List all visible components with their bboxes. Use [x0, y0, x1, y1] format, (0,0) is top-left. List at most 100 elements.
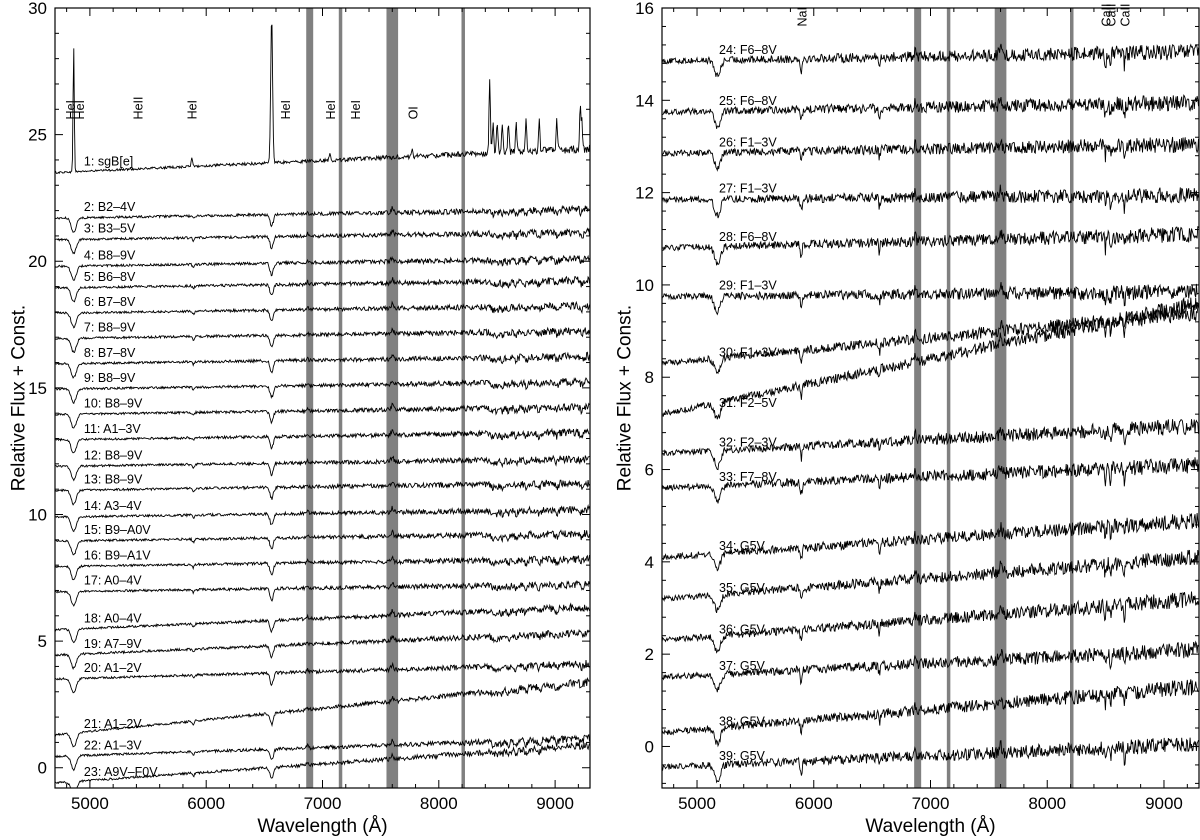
spectrum-label: 22: A1–3V — [84, 738, 142, 752]
spectrum-label: 19: A7–9V — [84, 637, 142, 651]
spectrum-label: 9: B8–9V — [84, 371, 136, 385]
y-tick-label: 5 — [38, 632, 47, 651]
spectrum-line — [55, 660, 590, 694]
telluric-band — [1070, 8, 1074, 788]
spectrum-line — [55, 427, 590, 454]
spectrum-label: 21: A1–2V — [84, 717, 142, 731]
spectrum-label: 25: F6–8V — [719, 94, 777, 108]
y-tick-label: 0 — [645, 737, 654, 756]
spectrum-label: 8: B7–8V — [84, 346, 136, 360]
y-tick-label: 15 — [28, 379, 47, 398]
spectrum-line — [55, 504, 590, 533]
spectrum-line — [662, 94, 1199, 129]
telluric-band — [338, 8, 343, 788]
x-tick-label: 9000 — [536, 794, 574, 813]
spectrum-line — [662, 136, 1199, 172]
line-id-label: CaII — [1105, 4, 1119, 27]
line-id-label: NaI — [795, 7, 809, 26]
x-tick-label: 6000 — [795, 794, 833, 813]
x-axis-title: Wavelength (Å) — [865, 816, 995, 837]
line-id-label: HeII — [132, 96, 146, 119]
spectrum-label: 4: B8–9V — [84, 248, 136, 262]
spectrum-label: 39: G5V — [719, 749, 766, 763]
spectrum-label: 24: F6–8V — [719, 43, 777, 57]
spectrum-line — [55, 733, 590, 772]
spectrum-line — [662, 549, 1199, 614]
spectrum-line — [662, 512, 1199, 572]
spectrum-label: 12: B8–9V — [84, 448, 143, 462]
spectrum-label: 37: G5V — [719, 659, 766, 673]
line-id-label: CaII — [1099, 4, 1113, 27]
line-id-label: HeI — [186, 100, 200, 119]
telluric-band — [461, 8, 465, 788]
spectrum-label: 5: B6–8V — [84, 270, 136, 284]
spectrum-line — [55, 204, 590, 233]
spectrum-line — [662, 305, 1199, 375]
spectrum-label: 10: B8–9V — [84, 396, 143, 410]
x-tick-label: 5000 — [71, 794, 109, 813]
spectrum-label: 3: B3–5V — [84, 222, 136, 236]
spectrum-line — [55, 254, 590, 281]
spectrum-label: 13: B8–9V — [84, 472, 143, 486]
y-tick-label: 25 — [28, 126, 47, 145]
spectrum-label: 7: B8–9V — [84, 320, 136, 334]
line-id-label: OI — [406, 106, 420, 119]
telluric-band — [946, 8, 951, 788]
spectrum-line — [662, 737, 1199, 784]
spectrum-label: 6: B7–8V — [84, 295, 136, 309]
left-spectra-panel: 1: sgB[e] 2: B2–4V 3: B3–5V 4: B8–9V 5: B6–8… — [9, 0, 591, 837]
spectrum-line — [55, 351, 590, 379]
y-axis-title: Relative Flux + Const. — [9, 305, 30, 491]
spectrum-label: 31: F2–5V — [719, 396, 777, 410]
x-tick-label: 7000 — [912, 794, 950, 813]
spectrum-line — [55, 24, 590, 175]
spectrum-label: 30: F1–3V — [719, 345, 777, 359]
spectrum-label: 36: G5V — [719, 622, 766, 636]
x-axis-title: Wavelength (Å) — [257, 816, 387, 837]
spectrum-label: 23: A9V–F0V — [84, 765, 158, 779]
telluric-band — [914, 8, 922, 788]
spectrum-line — [55, 275, 590, 303]
x-tick-label: 9000 — [1145, 794, 1183, 813]
y-tick-label: 0 — [38, 759, 47, 778]
line-id-label: HeI — [279, 100, 293, 119]
y-tick-label: 16 — [635, 0, 654, 18]
spectrum-line — [662, 281, 1199, 316]
x-tick-label: 6000 — [187, 794, 225, 813]
spectrum-line — [662, 184, 1199, 219]
spectrum-line — [55, 454, 590, 482]
spectrum-line — [662, 226, 1199, 266]
y-tick-label: 2 — [645, 645, 654, 664]
spectrum-label: 16: B9–A1V — [84, 548, 151, 562]
spectrum-line — [55, 628, 590, 670]
spectrum-line — [662, 457, 1199, 504]
y-tick-label: 10 — [635, 276, 654, 295]
right-spectra-panel: 24: F6–8V 25: F6–8V 26: F1–3V 27: F1–3V 28: … — [615, 0, 1200, 837]
telluric-band — [994, 8, 1007, 788]
y-tick-label: 20 — [28, 252, 47, 271]
spectrum-line — [55, 602, 590, 644]
line-id-label: HeI — [324, 100, 338, 119]
spectrum-label: 18: A0–4V — [84, 612, 142, 626]
spectrum-label: 28: F6–8V — [719, 230, 777, 244]
spectrum-line — [55, 402, 590, 429]
spectrum-label: 11: A1–3V — [84, 422, 141, 436]
spectrum-label: 26: F1–3V — [719, 135, 777, 149]
spectrum-label: 17: A0–4V — [84, 574, 142, 588]
spectrum-line — [662, 591, 1199, 654]
x-tick-label: 8000 — [1028, 794, 1066, 813]
spectrum-line — [55, 326, 590, 354]
spectrum-line — [55, 676, 590, 748]
x-tick-label: 8000 — [420, 794, 458, 813]
x-tick-label: 7000 — [304, 794, 342, 813]
spectrum-line — [662, 640, 1199, 693]
spectra-layer — [55, 24, 590, 788]
spectrum-line — [55, 580, 590, 607]
spectrum-label: 27: F1–3V — [719, 182, 777, 196]
spectrum-label: 32: F2–3V — [719, 435, 777, 449]
line-id-label: HeI — [73, 100, 87, 119]
spectrum-label: 33: F7–8V — [719, 470, 777, 484]
spectrum-label: 14: A3–4V — [84, 499, 142, 513]
spectrum-line — [662, 679, 1199, 748]
spectrum-line — [55, 377, 590, 405]
